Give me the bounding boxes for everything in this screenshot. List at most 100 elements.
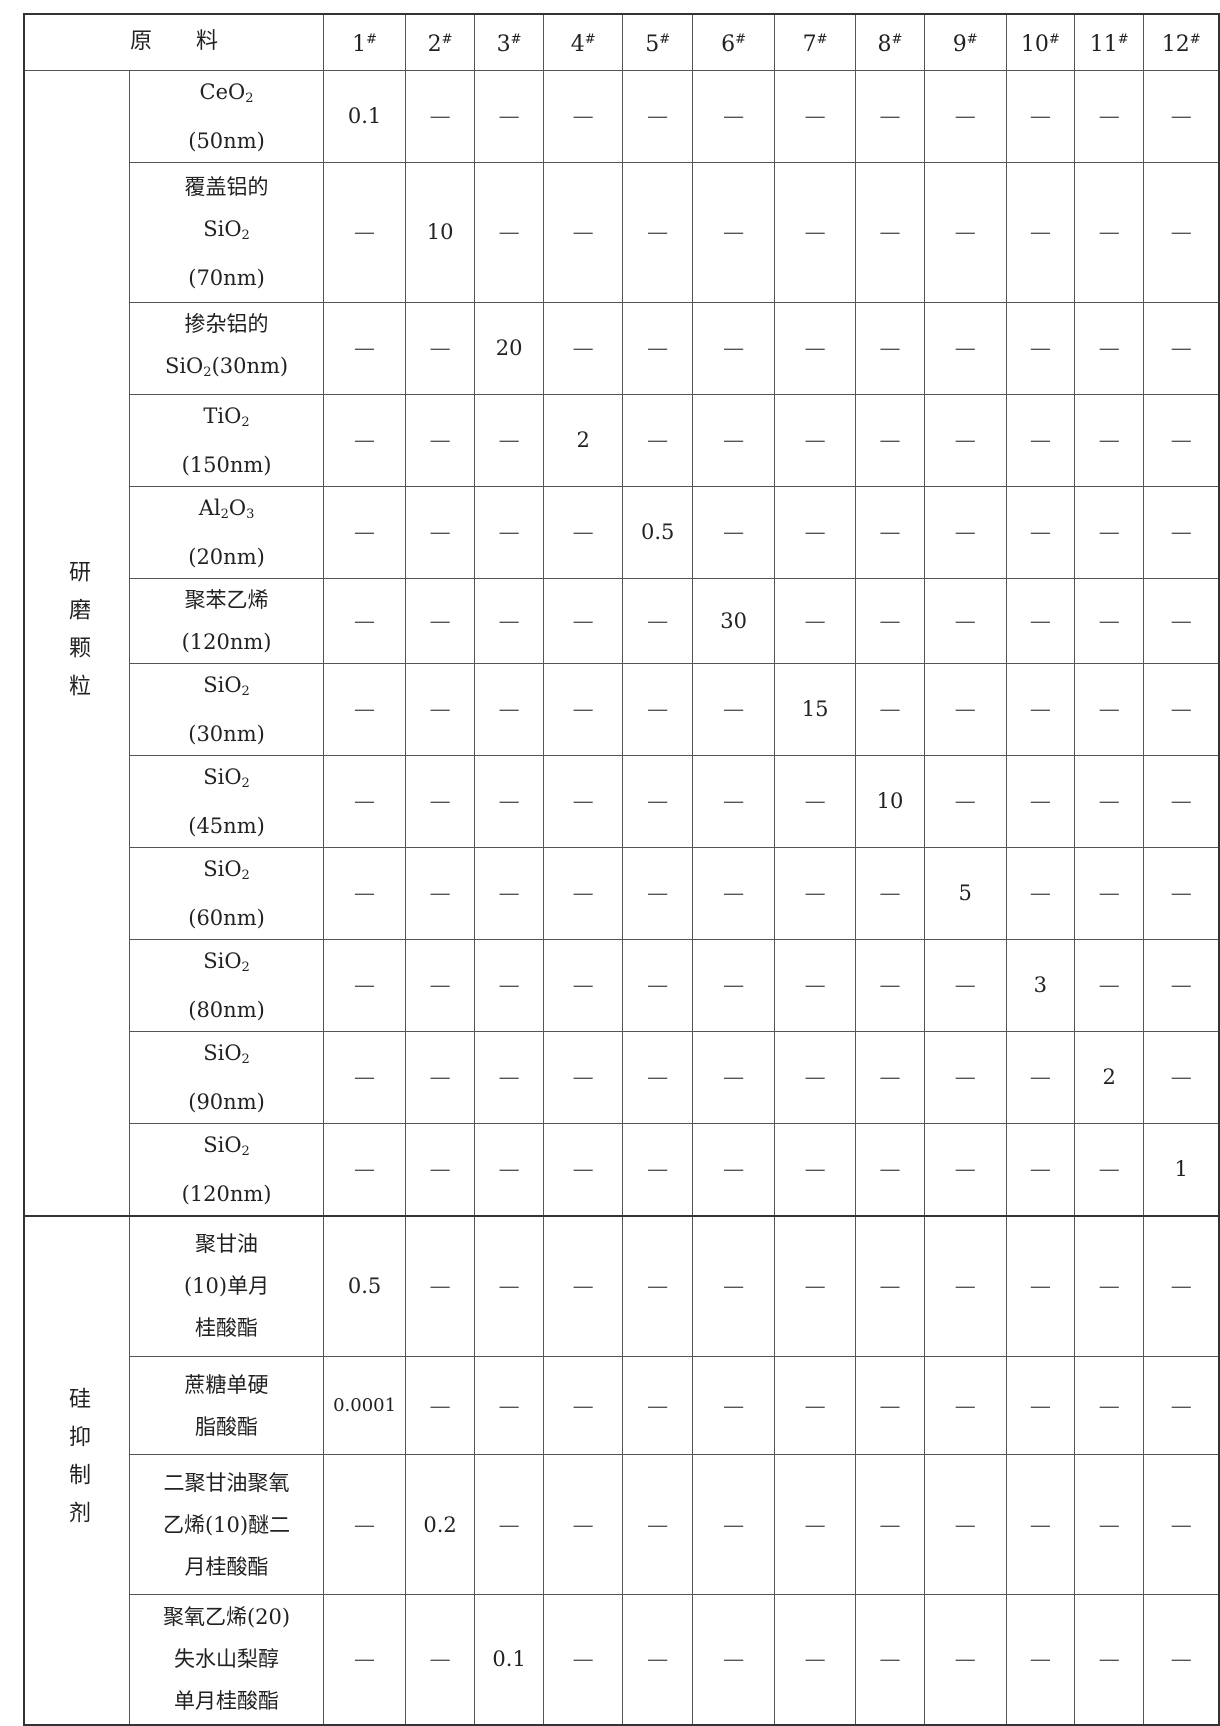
text-segment: 掺杂铝的 bbox=[184, 311, 269, 336]
value-cell: — bbox=[1074, 1122, 1145, 1216]
value-cell: — bbox=[774, 938, 857, 1032]
value-cell: — bbox=[1074, 1454, 1145, 1595]
sample-number: 3 bbox=[496, 31, 511, 57]
material-name-line: (45nm) bbox=[130, 805, 323, 847]
table-row: SiO2 (120nm) — — — — — — — — — — —1 bbox=[24, 1122, 1220, 1216]
material-name-line: 失水山梨醇 bbox=[130, 1638, 323, 1680]
sample-number: 8 bbox=[877, 31, 892, 57]
text-segment: 单月桂酸酯 bbox=[174, 1689, 280, 1714]
value-cell: — bbox=[774, 301, 857, 395]
text-segment: (120nm) bbox=[181, 1181, 272, 1206]
text-segment: SiO bbox=[203, 1040, 242, 1065]
value-cell: — bbox=[1005, 69, 1076, 163]
value-cell: — bbox=[474, 938, 545, 1032]
material-name: SiO2 (80nm) bbox=[128, 938, 325, 1032]
value-cell: — bbox=[543, 485, 624, 579]
value-cell: — bbox=[1143, 1594, 1220, 1725]
material-name-line: (120nm) bbox=[130, 621, 323, 663]
value-cell: — bbox=[622, 938, 694, 1032]
value-cell: 3 bbox=[1005, 938, 1076, 1032]
value-cell: — bbox=[405, 69, 476, 163]
text-segment: (150nm) bbox=[181, 452, 272, 477]
value-cell: — bbox=[622, 754, 694, 848]
text-segment: Al bbox=[198, 495, 221, 520]
material-name-line: (50nm) bbox=[130, 120, 323, 162]
material-name-line: SiO2 bbox=[130, 1124, 323, 1173]
sample-header-3: 3# bbox=[474, 13, 545, 71]
value-cell: — bbox=[543, 577, 624, 664]
material-name-line: (20nm) bbox=[130, 536, 323, 578]
text-segment: SiO bbox=[203, 948, 242, 973]
value-cell: — bbox=[692, 161, 776, 303]
value-cell: — bbox=[1005, 1214, 1076, 1357]
value-cell: — bbox=[1005, 1122, 1076, 1216]
subscript: 2 bbox=[241, 867, 250, 883]
material-name-line: SiO2 bbox=[130, 208, 323, 257]
material-name-line: (10)单月 bbox=[130, 1265, 323, 1307]
value-cell: — bbox=[405, 301, 476, 395]
value-cell: — bbox=[474, 161, 545, 303]
value-cell: — bbox=[923, 1356, 1007, 1455]
text-segment: SiO bbox=[203, 672, 242, 697]
value-cell: — bbox=[855, 846, 925, 940]
value-cell: — bbox=[774, 577, 857, 664]
value-cell: — bbox=[323, 393, 407, 487]
material-name-line: 脂酸酯 bbox=[130, 1406, 323, 1448]
value-cell: — bbox=[622, 577, 694, 664]
value-cell: 0.2 bbox=[405, 1454, 476, 1595]
text-segment: (20nm) bbox=[188, 544, 265, 569]
value-cell: — bbox=[543, 69, 624, 163]
sample-header-5: 5# bbox=[622, 13, 694, 71]
value-cell: — bbox=[1074, 754, 1145, 848]
sample-mark: # bbox=[366, 31, 377, 47]
material-name-line: (80nm) bbox=[130, 989, 323, 1031]
value-cell: — bbox=[323, 1594, 407, 1725]
table-row: 聚氧乙烯(20) 失水山梨醇 单月桂酸酯 — —0.1— — — — — — — — — bbox=[24, 1594, 1220, 1725]
value-cell: — bbox=[405, 1030, 476, 1124]
subscript: 2 bbox=[241, 414, 250, 430]
value-cell: — bbox=[923, 1122, 1007, 1216]
value-cell: — bbox=[1005, 1356, 1076, 1455]
value-cell: — bbox=[1143, 485, 1220, 579]
text-segment: 月桂酸酯 bbox=[184, 1554, 269, 1579]
text-segment: 蔗糖单硬 bbox=[184, 1372, 269, 1397]
value-cell: 1 bbox=[1143, 1122, 1220, 1216]
text-segment: 聚甘油 bbox=[195, 1232, 259, 1257]
text-segment: (120nm) bbox=[181, 629, 272, 654]
table-row: 二聚甘油聚氧 乙烯(10)醚二 月桂酸酯 —0.2— — — — — — — — — — bbox=[24, 1454, 1220, 1595]
value-cell: — bbox=[1074, 846, 1145, 940]
value-cell: — bbox=[1143, 161, 1220, 303]
sample-number: 11 bbox=[1089, 31, 1118, 57]
value-cell: — bbox=[323, 1122, 407, 1216]
value-cell: — bbox=[1143, 1454, 1220, 1595]
text-segment: 桂酸酯 bbox=[195, 1316, 259, 1341]
material-name-line: 聚苯乙烯 bbox=[130, 579, 323, 621]
value-cell: — bbox=[774, 161, 857, 303]
value-cell: — bbox=[622, 662, 694, 756]
value-cell: — bbox=[923, 1454, 1007, 1595]
value-cell: — bbox=[692, 938, 776, 1032]
value-cell: — bbox=[774, 754, 857, 848]
text-segment: (10)单月 bbox=[183, 1274, 270, 1299]
value-cell: — bbox=[622, 846, 694, 940]
value-cell: — bbox=[1005, 1594, 1076, 1725]
value-cell: — bbox=[543, 1214, 624, 1357]
table-row: 聚苯乙烯 (120nm) — — — — —30— — — — — — bbox=[24, 577, 1220, 664]
value-cell: — bbox=[323, 161, 407, 303]
group-cell: 硅抑制剂 bbox=[23, 1214, 130, 1725]
value-cell: — bbox=[543, 662, 624, 756]
value-cell: — bbox=[1143, 938, 1220, 1032]
value-cell: — bbox=[405, 1122, 476, 1216]
value-cell: — bbox=[774, 1214, 857, 1357]
value-cell: — bbox=[474, 485, 545, 579]
subscript: 2 bbox=[241, 683, 250, 699]
material-name: SiO2 (30nm) bbox=[128, 662, 325, 756]
value-cell: — bbox=[1074, 1214, 1145, 1357]
text-segment: (50nm) bbox=[188, 128, 265, 153]
text-segment: CeO bbox=[199, 79, 246, 104]
value-cell: — bbox=[1005, 393, 1076, 487]
subscript: 2 bbox=[241, 227, 250, 243]
value-cell: — bbox=[543, 846, 624, 940]
value-cell: 10 bbox=[855, 754, 925, 848]
value-cell: 0.0001 bbox=[323, 1356, 407, 1455]
